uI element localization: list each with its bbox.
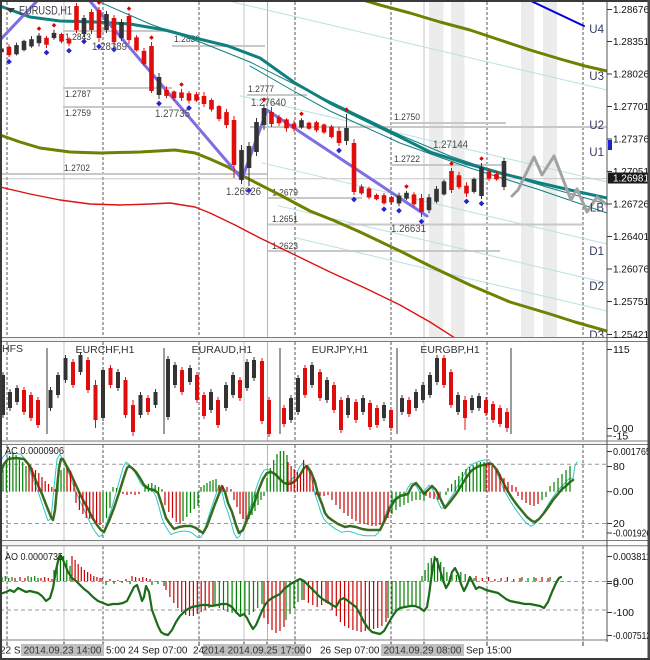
svg-text:26 Sep 07:00: 26 Sep 07:00 (320, 646, 380, 657)
svg-text:EURUSD,H1: EURUSD,H1 (19, 6, 72, 18)
svg-text:115: 115 (613, 344, 630, 356)
svg-text:2014.09.29 08:00: 2014.09.29 08:00 (384, 646, 462, 657)
svg-text:1.2759: 1.2759 (65, 108, 91, 118)
svg-text:24: 24 (193, 646, 205, 657)
svg-text:EURCHF,H1: EURCHF,H1 (76, 344, 135, 356)
svg-text:D1: D1 (589, 246, 604, 258)
svg-text:-0.007512: -0.007512 (613, 630, 650, 642)
svg-text:U3: U3 (589, 71, 604, 83)
svg-text:1.26631: 1.26631 (391, 223, 426, 235)
svg-text:1.28389: 1.28389 (92, 41, 127, 53)
svg-text:5:00: 5:00 (106, 646, 126, 657)
svg-text:1.2722: 1.2722 (394, 154, 420, 164)
svg-text:24 Sep 07:00: 24 Sep 07:00 (128, 646, 188, 657)
svg-text:AC 0.0000906: AC 0.0000906 (5, 445, 64, 457)
svg-text:U2: U2 (589, 120, 604, 132)
svg-text:80: 80 (613, 461, 625, 473)
svg-text:EURGBP,H1: EURGBP,H1 (420, 344, 479, 356)
svg-text:1.26981: 1.26981 (613, 173, 649, 185)
svg-text:1.2830: 1.2830 (174, 34, 200, 44)
svg-text:LB: LB (590, 203, 604, 215)
svg-text:1.25751: 1.25751 (613, 296, 649, 308)
svg-text:Sep 15:00: Sep 15:00 (466, 646, 512, 657)
svg-text:1.27735: 1.27735 (155, 108, 190, 120)
svg-text:1.2750: 1.2750 (394, 112, 420, 122)
svg-text:1.2679: 1.2679 (272, 188, 298, 198)
svg-text:0.001765: 0.001765 (613, 446, 650, 458)
svg-text:1.2787: 1.2787 (65, 89, 91, 99)
svg-text:-0.001926: -0.001926 (613, 528, 650, 540)
svg-text:0.00: 0.00 (613, 423, 634, 435)
svg-text:0: 0 (613, 578, 619, 590)
svg-text:1.28351: 1.28351 (613, 36, 649, 48)
svg-text:1.2777: 1.2777 (248, 84, 274, 94)
svg-text:0.00: 0.00 (613, 576, 634, 588)
svg-text:1.26926: 1.26926 (226, 186, 261, 198)
svg-text:1.28026: 1.28026 (613, 69, 649, 81)
svg-text:1.26726: 1.26726 (613, 199, 649, 211)
svg-text:-100: -100 (613, 607, 634, 619)
svg-text:1.2702: 1.2702 (64, 163, 90, 173)
svg-text:1.25421: 1.25421 (613, 329, 649, 341)
svg-text:0.00: 0.00 (613, 486, 634, 498)
svg-text:0: 0 (306, 646, 312, 657)
svg-text:0.003811: 0.003811 (613, 551, 650, 563)
svg-text:1.27701: 1.27701 (613, 101, 649, 113)
svg-text:1.27376: 1.27376 (613, 134, 649, 146)
svg-text:1.27144: 1.27144 (433, 139, 468, 151)
svg-text:U4: U4 (589, 24, 604, 36)
svg-text:1.26401: 1.26401 (613, 231, 649, 243)
svg-text:EURAUD,H1: EURAUD,H1 (192, 344, 253, 356)
svg-text:1.2843: 1.2843 (65, 32, 91, 42)
svg-text:2014.09.23 14:00: 2014.09.23 14:00 (24, 646, 102, 657)
svg-text:20: 20 (613, 518, 625, 530)
svg-text:EURJPY,H1: EURJPY,H1 (312, 344, 369, 356)
svg-text:1.26076: 1.26076 (613, 264, 649, 276)
svg-text:HFS: HFS (2, 343, 23, 355)
svg-text:22 Se: 22 Se (0, 646, 27, 657)
svg-text:2014 2014.09.25 17:00: 2014 2014.09.25 17:00 (203, 646, 306, 657)
svg-text:1.28676: 1.28676 (613, 4, 649, 16)
svg-text:AO 0.0000735: AO 0.0000735 (5, 551, 63, 563)
svg-text:-15: -15 (613, 431, 628, 443)
svg-text:1.27640: 1.27640 (251, 97, 286, 109)
svg-text:1.2651: 1.2651 (272, 214, 298, 224)
svg-text:1.2623: 1.2623 (272, 241, 298, 251)
svg-text:U1: U1 (589, 147, 604, 159)
svg-text:D2: D2 (589, 281, 604, 293)
